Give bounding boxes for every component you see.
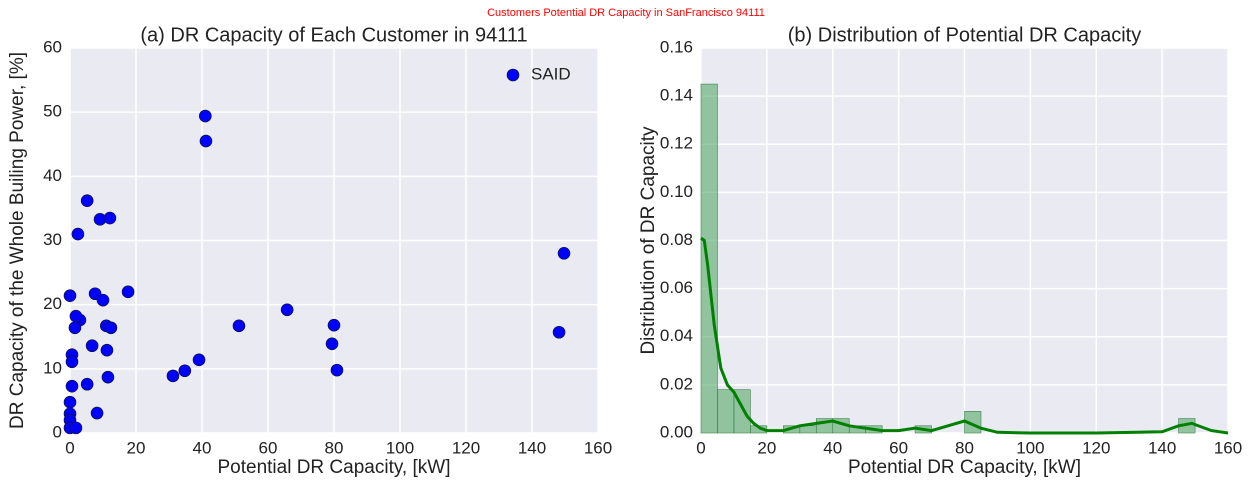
x-tick-label: 80 <box>325 438 344 457</box>
scatter-point <box>63 289 77 302</box>
scatter-point <box>90 406 104 420</box>
x-axis-label: Potential DR Capacity, [kW] <box>848 457 1081 478</box>
y-tick-label: 30 <box>43 230 62 249</box>
histogram-bar <box>717 389 735 434</box>
legend-label: SAID <box>531 64 571 83</box>
scatter-point <box>101 370 115 384</box>
x-axis-label: Potential DR Capacity, [kW] <box>217 457 450 478</box>
subplot: 0.00 0.02 0.04 0.06 0.08 0.10 0.12 0.14 0.16 0 20 4… <box>638 24 1242 478</box>
x-tick-label: 20 <box>757 438 776 457</box>
subplot-title: (b) Distribution of Potential DR Capacit… <box>788 24 1141 46</box>
scatter-point <box>327 318 341 332</box>
x-tick-label: 140 <box>518 438 546 457</box>
scatter-point <box>65 355 79 369</box>
x-tick-label: 80 <box>955 438 974 457</box>
scatter-point <box>325 337 339 351</box>
y-tick-label: 0.16 <box>660 37 693 56</box>
scatter-point <box>166 369 180 383</box>
y-tick-label: 0.04 <box>660 326 693 345</box>
scatter-point <box>100 343 114 357</box>
scatter-point <box>80 377 94 391</box>
y-tick-label: 0.00 <box>660 422 693 441</box>
legend-marker <box>506 68 520 82</box>
y-axis-label: Distribution of DR Capacity <box>638 126 659 355</box>
suptitle: Customers Potential DR Capacity in SanFr… <box>487 7 765 19</box>
y-tick-label: 0 <box>53 422 62 441</box>
scatter-point <box>96 293 110 307</box>
y-tick-label: 20 <box>43 294 62 313</box>
scatter-point <box>232 319 246 333</box>
x-tick-label: 60 <box>889 438 908 457</box>
subplot-title: (a) DR Capacity of Each Customer in 9411… <box>140 24 527 46</box>
y-tick-label: 40 <box>43 166 62 185</box>
scatter-point <box>280 303 294 317</box>
scatter-point <box>199 134 213 148</box>
scatter-point <box>80 194 94 208</box>
y-tick-label: 0.08 <box>660 230 693 249</box>
y-tick-label: 60 <box>43 37 62 56</box>
x-tick-label: 0 <box>696 438 705 457</box>
scatter-point <box>330 363 344 377</box>
x-tick-label: 40 <box>193 438 212 457</box>
scatter-point <box>192 353 206 367</box>
scatter-point <box>69 421 83 435</box>
x-tick-label: 40 <box>823 438 842 457</box>
y-tick-label: 0.14 <box>660 86 693 105</box>
kde-line <box>700 236 1229 435</box>
scatter-point <box>69 309 83 323</box>
x-tick-label: 140 <box>1148 438 1176 457</box>
y-tick-label: 0.10 <box>660 182 693 201</box>
y-axis-label: DR Capacity of the Whole Builing Power, … <box>7 52 28 429</box>
x-tick-label: 20 <box>127 438 146 457</box>
x-tick-label: 100 <box>1016 438 1044 457</box>
y-tick-label: 0.02 <box>660 374 693 393</box>
scatter-point <box>104 321 118 335</box>
scatter-point <box>65 379 79 393</box>
histogram-bar <box>700 83 718 434</box>
x-tick-label: 0 <box>65 438 74 457</box>
x-tick-label: 120 <box>452 438 480 457</box>
x-tick-label: 60 <box>259 438 278 457</box>
scatter-point <box>68 321 82 335</box>
scatter-point <box>71 227 85 241</box>
scatter-point <box>552 325 566 339</box>
subplot: 0 10 20 30 40 50 60 0 20 40 60 80 100 120 140 160 (a) DR… <box>7 24 612 478</box>
scatter-point <box>85 339 99 353</box>
x-tick-label: 160 <box>584 438 612 457</box>
x-tick-label: 100 <box>386 438 414 457</box>
y-tick-label: 0.06 <box>660 278 693 297</box>
x-tick-label: 160 <box>1214 438 1242 457</box>
x-tick-label: 120 <box>1082 438 1110 457</box>
scatter-point <box>178 364 192 378</box>
y-tick-label: 0.12 <box>660 134 693 153</box>
scatter-point <box>557 247 571 260</box>
scatter-point <box>103 211 117 225</box>
scatter-point <box>199 109 212 123</box>
scatter-point <box>121 285 135 299</box>
y-tick-label: 50 <box>43 102 62 121</box>
scatter-point <box>63 395 77 409</box>
y-tick-label: 10 <box>43 358 62 377</box>
